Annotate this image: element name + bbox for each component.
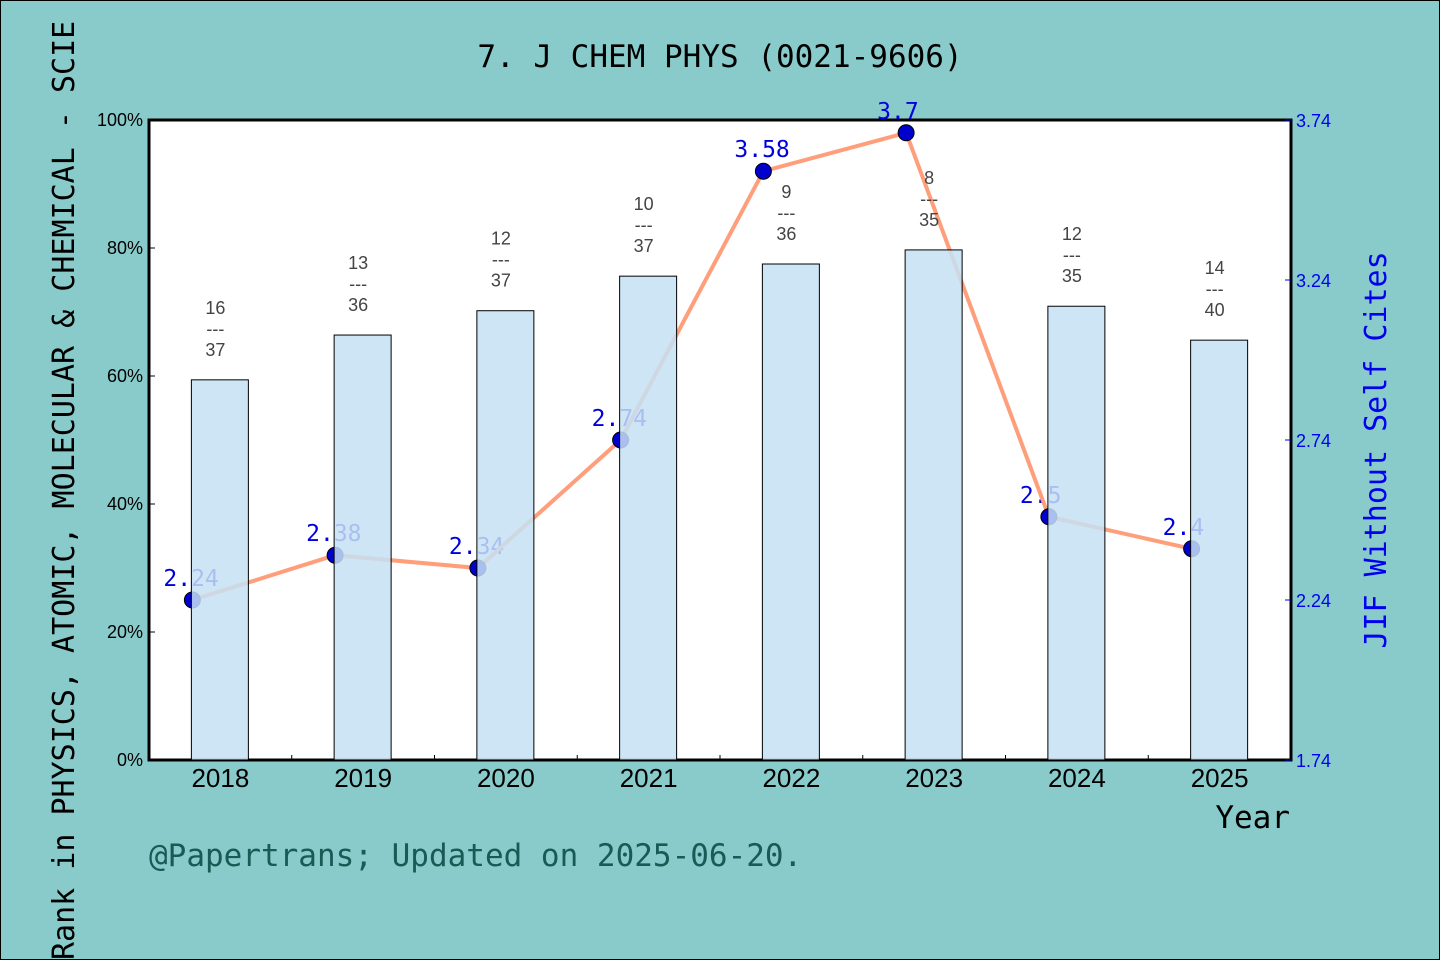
rank-bar	[476, 310, 535, 761]
x-tick-label: 2023	[905, 763, 963, 793]
y-tick-label: 40%	[107, 494, 143, 514]
rank-bar	[1190, 339, 1249, 761]
y2-tick-label: 1.74	[1296, 751, 1331, 771]
rank-divider: ---	[206, 319, 224, 339]
jif-point	[897, 124, 915, 142]
y-tick-label: 100%	[97, 110, 143, 130]
chart-title: 7. J CHEM PHYS (0021-9606)	[477, 39, 962, 75]
footer-credit: @Papertrans; Updated on 2025-06-20.	[149, 838, 802, 874]
x-axis-label: Year	[1215, 800, 1290, 836]
rank-bar	[619, 275, 678, 761]
rank-label: 12	[1062, 224, 1082, 244]
rank-bar	[1047, 305, 1106, 761]
rank-divider: ---	[635, 215, 653, 235]
rank-label: 16	[205, 298, 225, 318]
x-tick-label: 2018	[191, 763, 249, 793]
rank-label: 14	[1205, 258, 1225, 278]
total-label: 40	[1205, 300, 1225, 320]
rank-divider: ---	[1206, 279, 1224, 299]
rank-label: 13	[348, 253, 368, 273]
rank-divider: ---	[777, 203, 795, 223]
y-tick-label: 60%	[107, 366, 143, 386]
x-tick-label: 2022	[762, 763, 820, 793]
y2-tick-label: 2.74	[1296, 431, 1331, 451]
x-tick-label: 2024	[1048, 763, 1106, 793]
total-label: 36	[776, 224, 796, 244]
total-label: 37	[634, 236, 654, 256]
rank-bar	[904, 249, 963, 761]
y2-tick-label: 2.24	[1296, 591, 1331, 611]
jif-point	[754, 162, 772, 180]
total-label: 37	[491, 271, 511, 291]
x-tick-label: 2020	[477, 763, 535, 793]
y-tick-label: 20%	[107, 622, 143, 642]
total-label: 35	[1062, 266, 1082, 286]
x-tick-label: 2021	[620, 763, 678, 793]
rank-label: 8	[924, 168, 934, 188]
plot-area	[147, 118, 1293, 762]
rank-label: 12	[491, 229, 511, 249]
rank-label: 10	[634, 194, 654, 214]
rank-bar	[190, 379, 249, 761]
rank-divider: ---	[349, 274, 367, 294]
total-label: 35	[919, 210, 939, 230]
rank-bar	[333, 334, 392, 761]
jif-data-label: 3.7	[877, 99, 919, 125]
x-tick-label: 2019	[334, 763, 392, 793]
y2-axis-label: JIF Without Self Cites	[1359, 251, 1394, 648]
y-axis-label: Rank in PHYSICS, ATOMIC, MOLECULAR & CHE…	[47, 21, 82, 960]
rank-divider: ---	[1063, 245, 1081, 265]
rank-divider: ---	[920, 189, 938, 209]
rank-divider: ---	[492, 250, 510, 270]
total-label: 36	[348, 295, 368, 315]
jif-data-label: 3.58	[734, 137, 789, 163]
y-tick-label: 0%	[117, 750, 143, 770]
total-label: 37	[205, 340, 225, 360]
rank-bar	[761, 263, 820, 761]
y2-tick-label: 3.74	[1296, 111, 1331, 131]
y-tick-label: 80%	[107, 238, 143, 258]
y2-tick-label: 3.24	[1296, 271, 1331, 291]
rank-label: 9	[781, 182, 791, 202]
x-tick-label: 2025	[1191, 763, 1249, 793]
